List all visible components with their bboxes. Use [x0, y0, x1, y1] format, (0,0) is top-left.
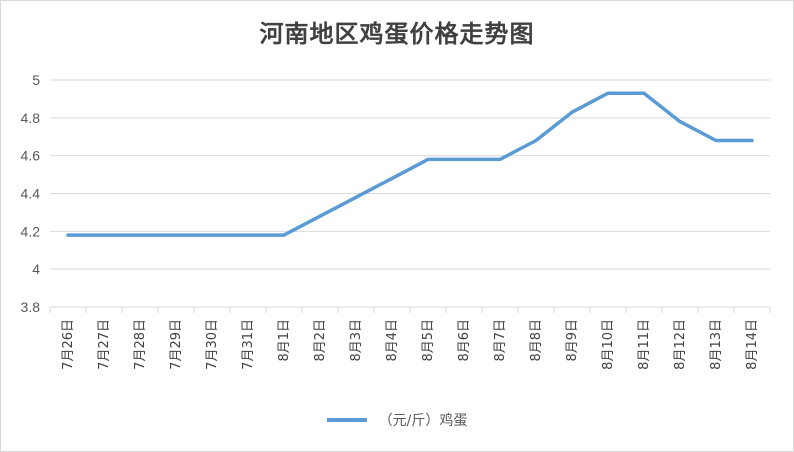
data-point: [210, 233, 214, 237]
data-point: [462, 157, 466, 161]
data-point: [282, 233, 286, 237]
y-axis-ticks: 3.8 4 4.2 4.4 4.6 4.8 5: [21, 72, 41, 315]
x-tick-label: 8月6日: [457, 319, 472, 362]
x-tick-label: 8月10日: [601, 319, 616, 370]
x-tick-label: 7月31日: [241, 319, 256, 370]
y-tick-label: 4.8: [21, 110, 41, 126]
series-group: [66, 91, 754, 237]
legend-label: （元/斤）鸡蛋: [378, 413, 468, 429]
x-tick-label: 7月26日: [61, 319, 76, 370]
data-point: [678, 120, 682, 124]
x-tick-label: 8月7日: [493, 319, 508, 362]
data-point: [570, 110, 574, 114]
x-tick-label: 8月4日: [385, 319, 400, 362]
series-line: [66, 91, 754, 237]
data-point: [138, 233, 142, 237]
data-point: [642, 91, 646, 95]
data-point: [750, 139, 754, 143]
y-tick-label: 4.2: [21, 223, 41, 239]
data-point: [606, 91, 610, 95]
data-point: [534, 139, 538, 143]
data-point: [66, 233, 70, 237]
y-tick-label: 5: [32, 72, 40, 88]
data-point: [354, 195, 358, 199]
data-point: [318, 214, 322, 218]
x-tick-label: 8月11日: [637, 319, 652, 370]
data-point: [390, 176, 394, 180]
y-tick-label: 4.6: [21, 148, 41, 164]
data-point: [246, 233, 250, 237]
x-axis-ticks: 7月26日 7月27日 7月28日 7月29日 7月30日 7月31日 8月1日 8月2日 8月…: [61, 319, 760, 370]
y-tick-label: 3.8: [21, 299, 41, 315]
x-tick-label: 7月30日: [205, 319, 220, 370]
chart-title: 河南地区鸡蛋价格走势图: [259, 20, 535, 48]
data-point: [174, 233, 178, 237]
y-tick-label: 4.4: [21, 186, 41, 202]
x-tick-label: 8月8日: [529, 319, 544, 362]
legend-swatch: [326, 418, 367, 422]
x-tick-label: 8月1日: [277, 319, 292, 362]
data-point: [102, 233, 106, 237]
x-tick-label: 8月13日: [709, 319, 724, 370]
data-point: [498, 157, 502, 161]
x-tick-label: 8月5日: [421, 319, 436, 362]
x-tick-label: 8月2日: [313, 319, 328, 362]
x-tick-label: 7月27日: [97, 319, 112, 370]
gridlines: [49, 79, 771, 313]
x-tick-label: 8月9日: [565, 319, 580, 362]
x-tick-label: 7月29日: [169, 319, 184, 370]
x-tick-label: 8月12日: [673, 319, 688, 370]
x-tick-label: 7月28日: [133, 319, 148, 370]
data-point: [714, 139, 718, 143]
legend: （元/斤）鸡蛋: [0, 408, 794, 432]
x-tick-label: 8月3日: [349, 319, 364, 362]
x-tick-label: 8月14日: [745, 319, 760, 370]
y-tick-label: 4: [32, 261, 40, 277]
data-point: [426, 157, 430, 161]
